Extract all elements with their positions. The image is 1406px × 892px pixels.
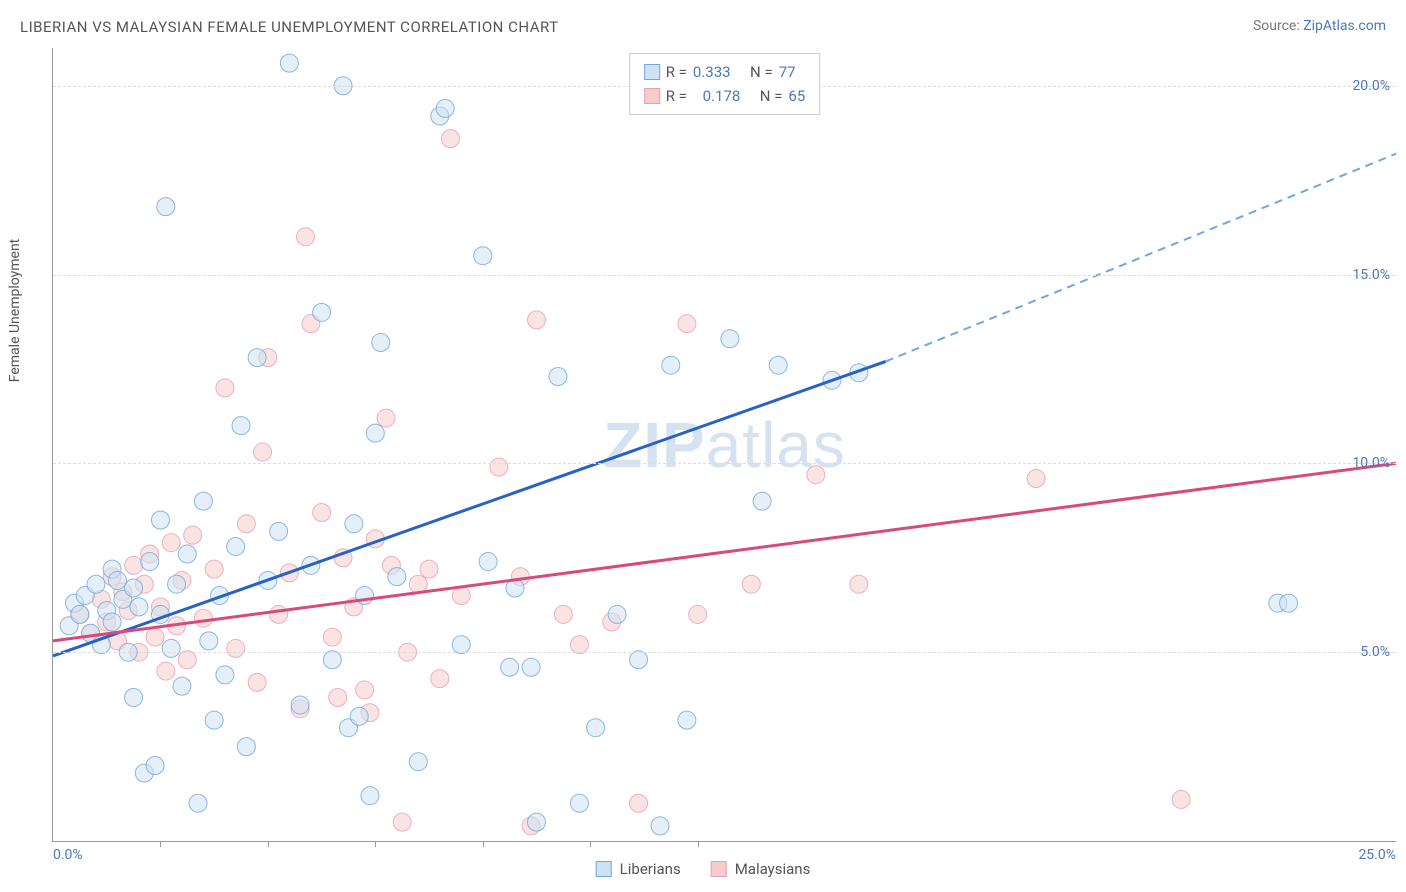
y-tick-label: 5.0% — [1360, 644, 1390, 660]
swatch-series2 — [644, 88, 660, 104]
legend-series: Liberians Malaysians — [596, 860, 811, 878]
y-tick-label: 15.0% — [1352, 267, 1390, 283]
scatter-svg — [53, 48, 1396, 841]
plot-area: ZIPatlas R = 0.333 N = 77 R = 0.178 N = … — [52, 48, 1396, 842]
x-tick-max: 25.0% — [1358, 847, 1396, 863]
legend-item-1: Liberians — [596, 860, 681, 878]
x-tick-min: 0.0% — [53, 847, 83, 863]
legend-label-1: Liberians — [620, 860, 681, 878]
n-value-2: 65 — [788, 84, 805, 108]
n-label-2: N = — [760, 84, 783, 108]
y-tick-label: 10.0% — [1352, 455, 1390, 471]
n-label-1: N = — [750, 60, 773, 84]
y-tick-label: 20.0% — [1352, 78, 1390, 94]
legend-stats-row-2: R = 0.178 N = 65 — [644, 84, 806, 108]
legend-stats-row-1: R = 0.333 N = 77 — [644, 60, 806, 84]
swatch-series2-b — [711, 861, 727, 877]
r-value-2: 0.178 — [703, 84, 741, 108]
swatch-series1-b — [596, 861, 612, 877]
y-axis-label: Female Unemployment — [7, 239, 23, 383]
source-link[interactable]: ZipAtlas.com — [1303, 18, 1386, 34]
n-value-1: 77 — [779, 60, 796, 84]
legend-label-2: Malaysians — [735, 860, 811, 878]
r-label-1: R = — [666, 60, 687, 84]
legend-stats: R = 0.333 N = 77 R = 0.178 N = 65 — [629, 53, 821, 115]
r-label-2: R = — [666, 84, 687, 108]
chart-title: LIBERIAN VS MALAYSIAN FEMALE UNEMPLOYMEN… — [20, 18, 559, 36]
legend-item-2: Malaysians — [711, 860, 811, 878]
source-label: Source: — [1253, 18, 1303, 34]
swatch-series1 — [644, 64, 660, 80]
source-attribution: Source: ZipAtlas.com — [1253, 18, 1386, 34]
r-value-1: 0.333 — [693, 60, 731, 84]
